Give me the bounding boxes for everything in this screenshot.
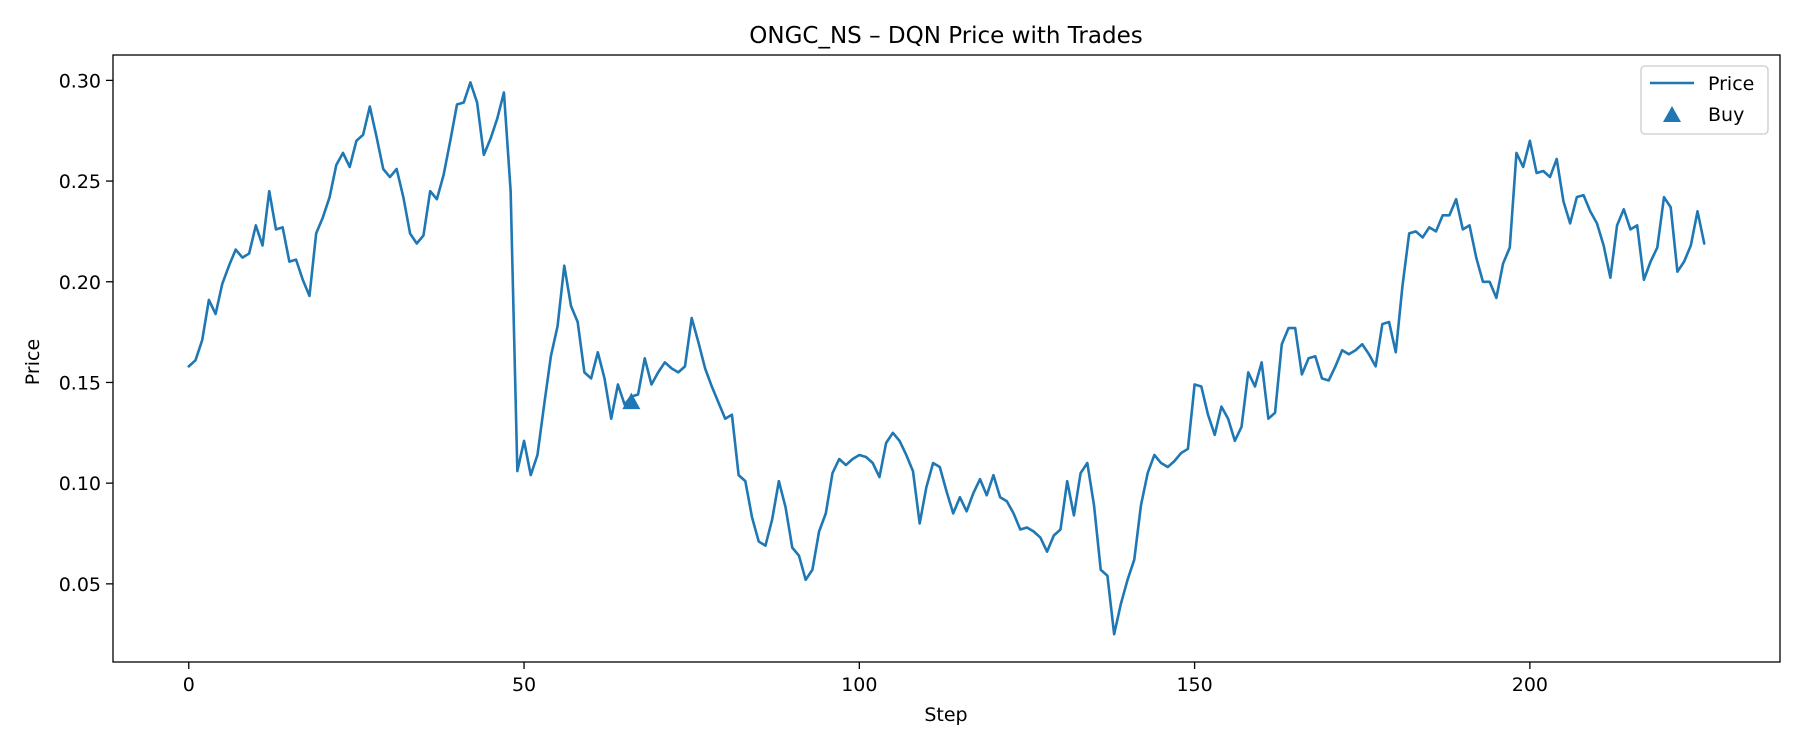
x-tick-label-100: 100	[841, 674, 877, 696]
y-axis: 0.05 0.10 0.15 0.20 0.25 0.30	[59, 70, 113, 596]
y-tick-label-5: 0.30	[59, 70, 101, 92]
x-axis: 0 50 100 150 200	[183, 662, 1548, 696]
x-tick-label-150: 150	[1176, 674, 1212, 696]
buy-marker	[622, 392, 641, 410]
y-axis-label: Price	[22, 339, 44, 385]
y-tick-label-3: 0.20	[59, 272, 101, 294]
price-line	[187, 81, 1706, 636]
legend-buy-marker	[1663, 106, 1681, 122]
x-tick-label-200: 200	[1512, 674, 1548, 696]
x-axis-label: Step	[924, 704, 967, 726]
legend: Price Buy	[1640, 65, 1769, 135]
y-tick-label-1: 0.10	[59, 473, 101, 495]
y-tick-label-2: 0.15	[59, 372, 101, 394]
chart-title: ONGC_NS – DQN Price with Trades	[749, 23, 1142, 49]
y-tick-label-0: 0.05	[59, 574, 101, 596]
legend-buy-label: Buy	[1708, 104, 1744, 126]
plot-area	[187, 81, 1706, 636]
x-tick-label-50: 50	[512, 674, 536, 696]
axes-frame	[112, 54, 1781, 663]
y-tick-label-4: 0.25	[59, 171, 101, 193]
legend-price-label: Price	[1708, 73, 1754, 95]
x-tick-label-0: 0	[183, 674, 195, 696]
